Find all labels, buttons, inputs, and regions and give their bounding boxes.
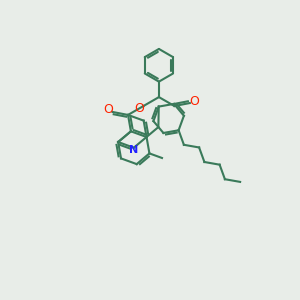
- Text: O: O: [103, 103, 113, 116]
- Text: N: N: [129, 145, 138, 155]
- Text: O: O: [134, 102, 144, 115]
- Text: O: O: [189, 95, 199, 108]
